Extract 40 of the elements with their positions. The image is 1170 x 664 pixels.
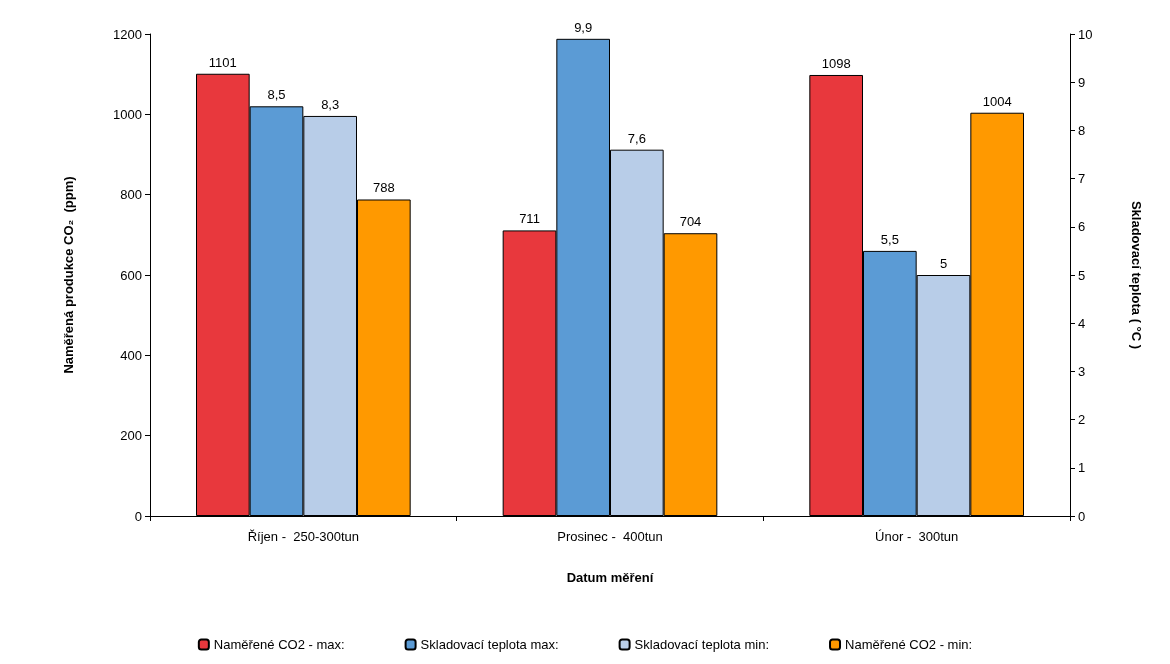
x-tick-label: Prosinec - 400tun <box>557 529 663 544</box>
data-label: 5 <box>939 256 948 271</box>
y2-tick-label: 0 <box>1078 508 1086 524</box>
y2-axis-title: Skladovací teplota ( °C ) <box>1129 200 1144 350</box>
y-tick-label: 800 <box>120 187 142 203</box>
y2-tick-label: 7 <box>1078 171 1086 187</box>
data-label: 9,9 <box>574 19 593 35</box>
x-tick-label: Říjen - 250-300tun <box>247 529 359 544</box>
x-tick-label: Únor - 300tun <box>875 529 959 544</box>
y-tick-label: 200 <box>120 428 142 444</box>
legend-label: Naměřené CO2 - min: <box>845 637 973 652</box>
data-label: 7,6 <box>627 130 646 146</box>
data-label: 704 <box>679 214 702 230</box>
data-label: 8,5 <box>267 87 286 103</box>
y2-tick-label: 5 <box>1078 267 1086 283</box>
y-tick-label: 400 <box>120 347 142 363</box>
data-label: 1098 <box>821 55 851 71</box>
legend-label: Skladovací teplota max: <box>420 637 559 652</box>
y2-tick-label: 1 <box>1078 460 1086 476</box>
legend-label: Naměřené CO2 - max: <box>213 637 345 652</box>
y-tick-label: 1000 <box>113 106 142 122</box>
y-tick-label: 1200 <box>113 26 142 42</box>
data-label: 788 <box>372 180 395 196</box>
data-label: 1004 <box>982 93 1012 109</box>
data-label: 5,5 <box>880 231 899 247</box>
y-tick-label: 0 <box>134 508 142 524</box>
y2-tick-label: 6 <box>1078 219 1086 235</box>
y2-tick-label: 3 <box>1078 363 1086 379</box>
data-label: 8,3 <box>321 96 340 112</box>
data-label: 711 <box>519 211 540 227</box>
y2-tick-label: 2 <box>1078 412 1086 428</box>
y2-tick-label: 4 <box>1078 315 1086 331</box>
y2-tick-label: 10 <box>1078 26 1093 42</box>
legend-label: Skladovací teplota min: <box>634 637 770 652</box>
y2-tick-label: 8 <box>1078 122 1086 138</box>
y-axis-title: Naměřená produkce CO₂ (ppm) <box>61 176 76 374</box>
x-axis-title: Datum měření <box>566 570 654 585</box>
y2-tick-label: 9 <box>1078 74 1086 90</box>
data-label: 1101 <box>208 54 237 70</box>
y-tick-label: 600 <box>120 267 142 283</box>
